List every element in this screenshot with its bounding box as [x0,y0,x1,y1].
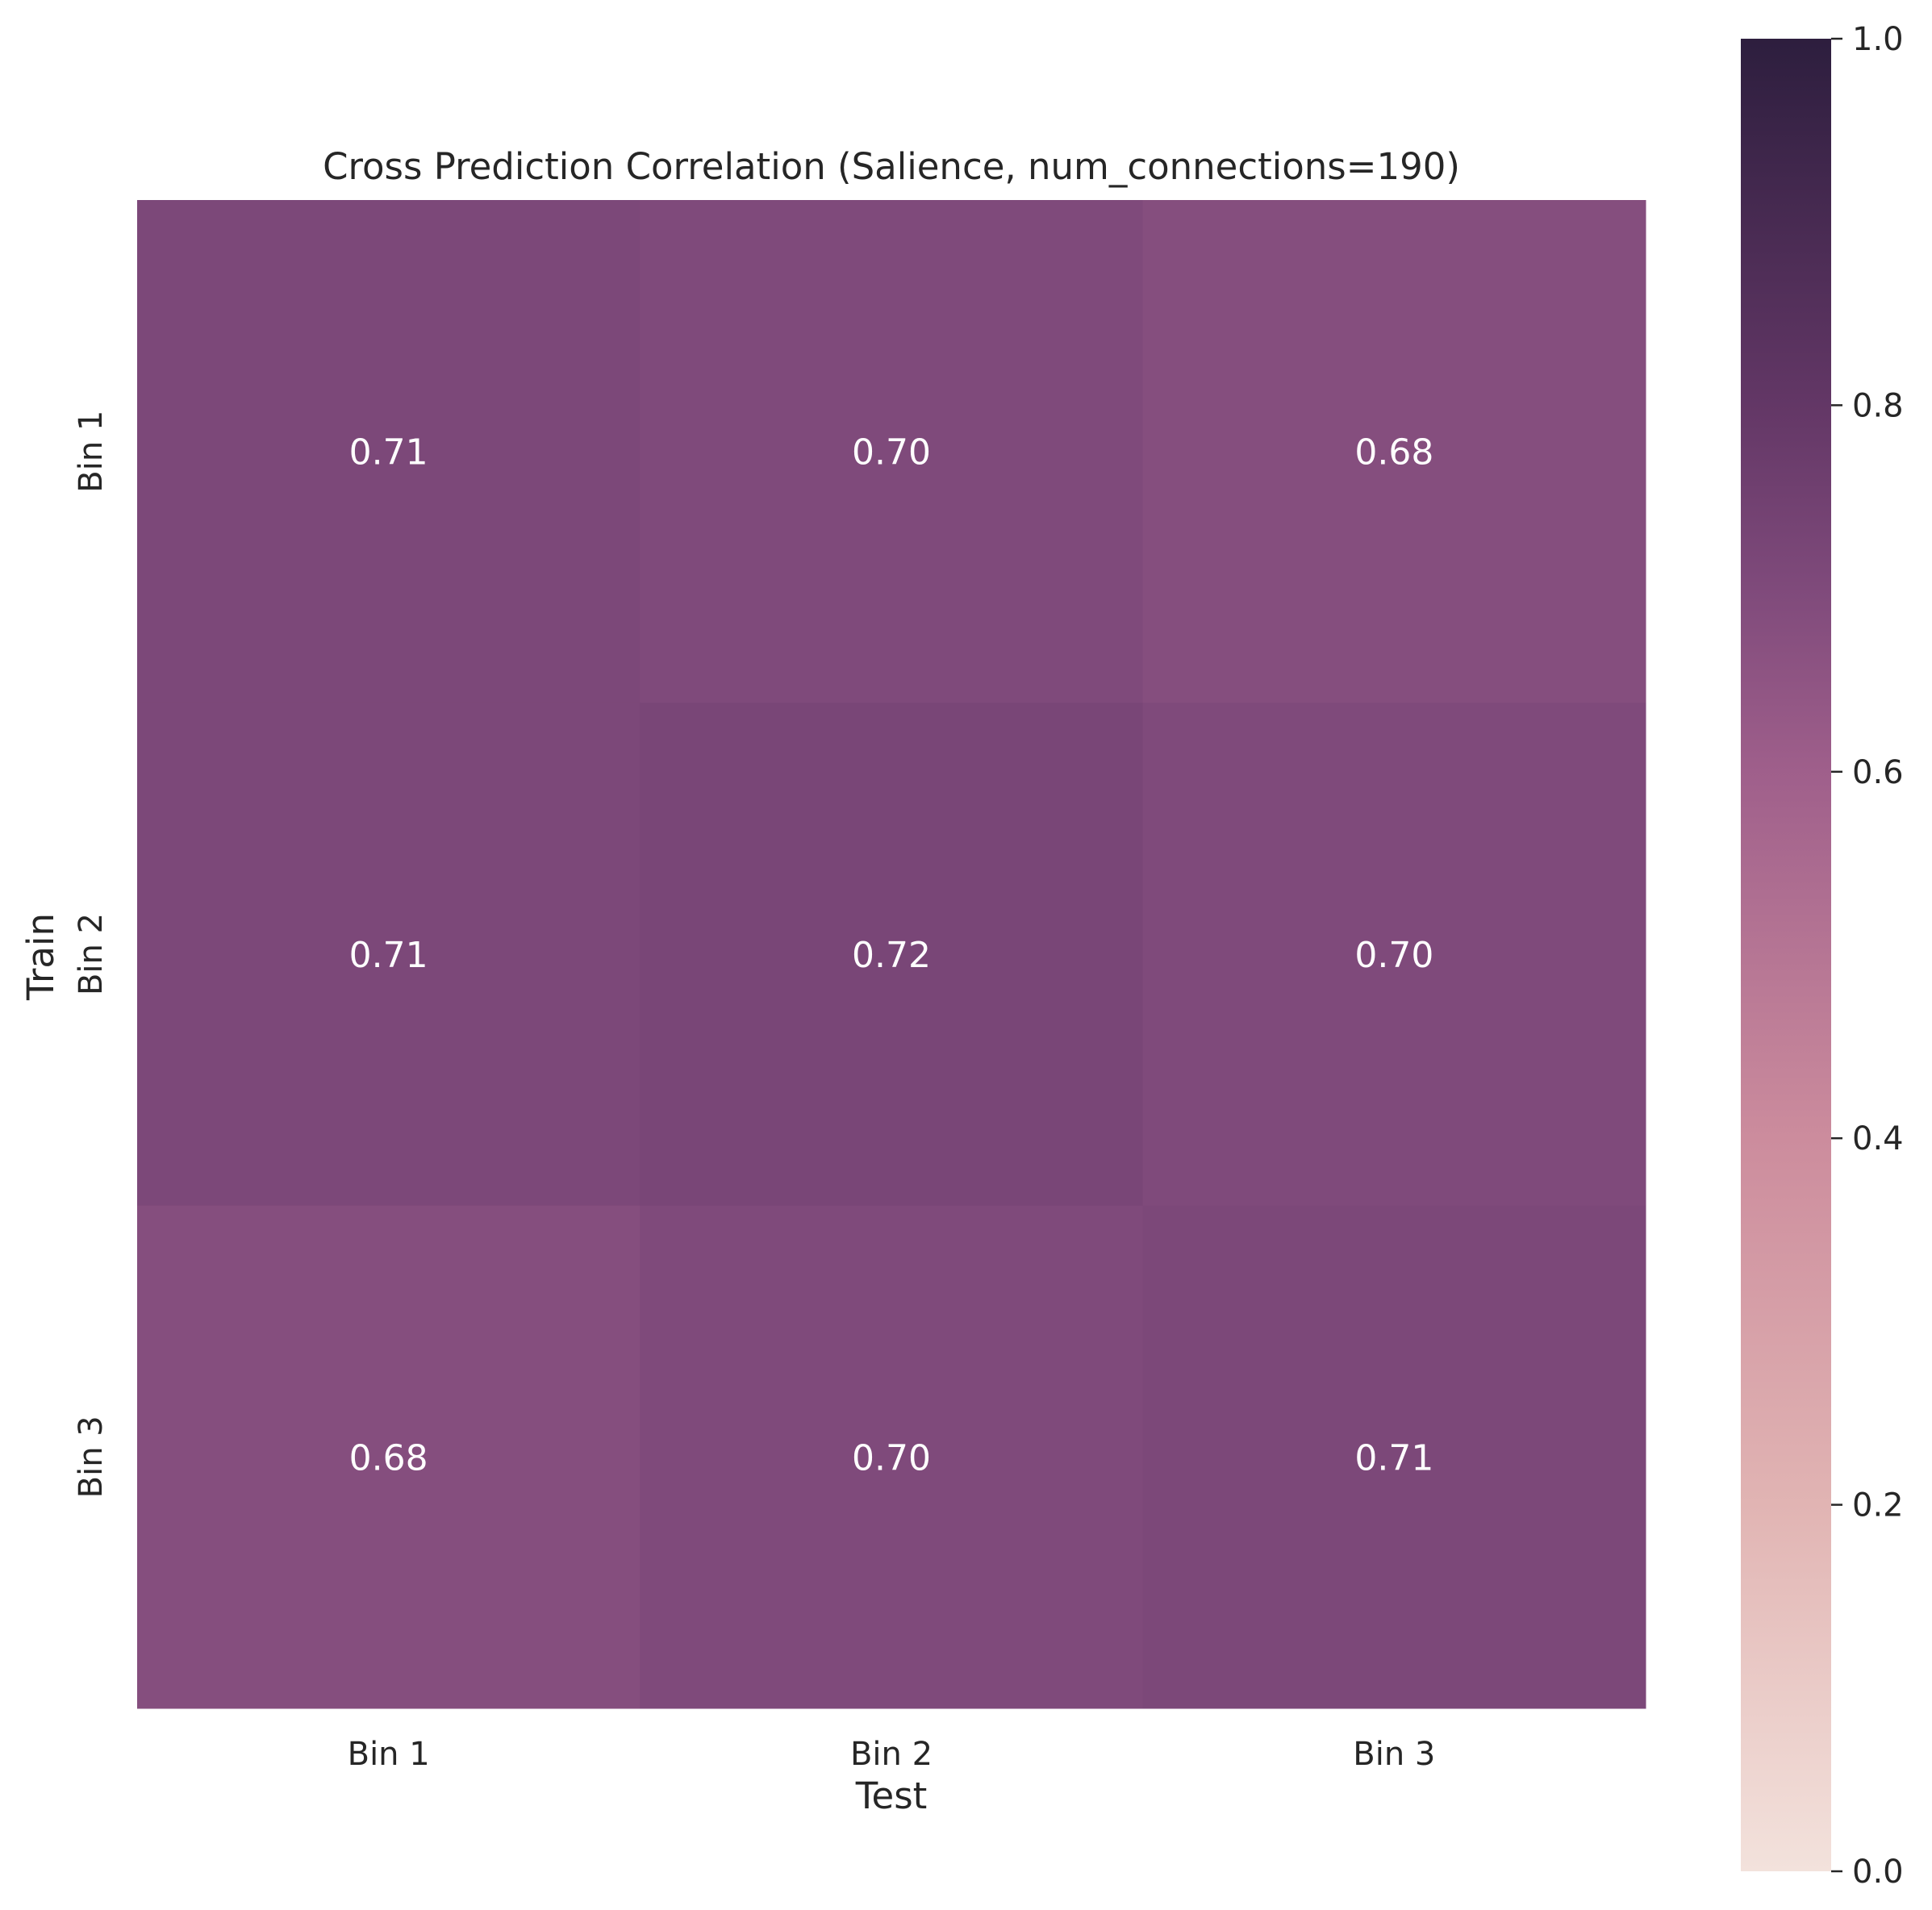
heatmap-cell-r1-c2 [640,200,1144,703]
y-tick-label-3: Bin 3 [73,1416,110,1498]
colorbar-tick-label-2: 0.2 [1852,1487,1904,1524]
cell-label-r3-c2: 0.70 [852,1437,931,1478]
colorbar-tick-label-1: 0.0 [1852,1854,1904,1891]
heatmap-cell-r3-c1 [137,1205,641,1709]
heatmap-cell-r2-c3 [1142,703,1646,1207]
x-tick-label-2: Bin 2 [850,1736,933,1773]
colorbar-tick-label-3: 0.4 [1852,1120,1904,1157]
cell-label-r3-c3: 0.71 [1354,1437,1433,1478]
heatmap-cell-r3-c3 [1142,1205,1646,1709]
cell-label-r1-c1: 0.71 [349,432,428,473]
y-tick-label-1: Bin 1 [73,411,110,493]
x-axis-ticks: Bin 1 Bin 2 Bin 3 [348,1736,1436,1773]
cell-label-r3-c1: 0.68 [349,1437,428,1478]
x-tick-label-3: Bin 3 [1353,1736,1435,1773]
cell-label-r2-c2: 0.72 [852,935,931,976]
x-tick-label-1: Bin 1 [348,1736,430,1773]
heatmap-cell-r1-c3 [1142,200,1646,703]
heatmap-cell-r3-c2 [640,1205,1144,1709]
colorbar-tick-label-6: 1.0 [1852,21,1904,58]
x-axis-label: Test [855,1774,928,1817]
colorbar-tick-label-4: 0.6 [1852,754,1904,791]
chart-title: Cross Prediction Correlation (Salience, … [323,145,1460,188]
y-axis-ticks: Bin 1 Bin 2 Bin 3 [73,411,110,1499]
y-tick-label-2: Bin 2 [73,913,110,995]
heatmap-cells [137,200,1646,1709]
heatmap-cell-r1-c1 [137,200,641,703]
cell-label-r2-c1: 0.71 [349,935,428,976]
cell-label-r1-c3: 0.68 [1354,432,1433,473]
colorbar-tick-label-5: 0.8 [1852,387,1904,424]
colorbar-ticks: 0.0 0.2 0.4 0.6 0.8 1.0 [1831,21,1904,1891]
colorbar [1741,39,1831,1871]
cell-label-r1-c2: 0.70 [852,432,931,473]
heatmap-cell-r2-c2 [640,703,1144,1207]
cell-label-r2-c3: 0.70 [1354,935,1433,976]
heatmap-cell-r2-c1 [137,703,641,1207]
heatmap-cell-labels: 0.71 0.70 0.68 0.71 0.72 0.70 0.68 0.70 0.71 [349,432,1434,1479]
y-axis-label: Train [19,913,62,1001]
